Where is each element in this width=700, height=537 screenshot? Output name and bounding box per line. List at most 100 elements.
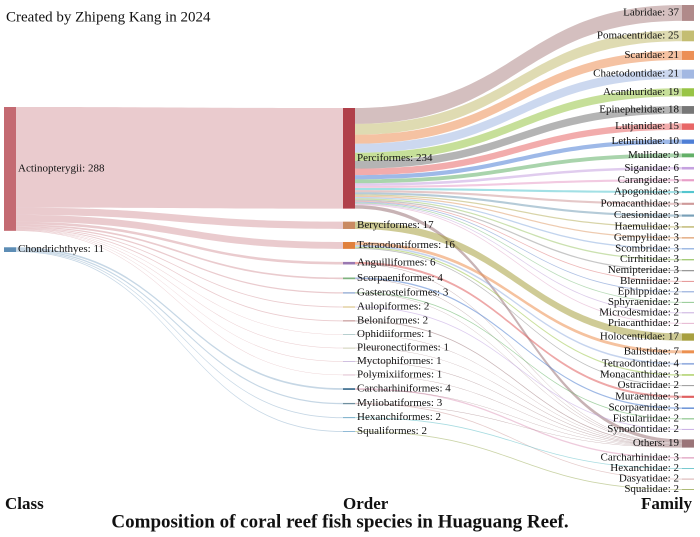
link [355,197,682,250]
link [355,431,682,490]
link [355,221,682,341]
node-label: Lethrinidae: 10 [611,135,679,147]
node-label: Ophidiiformes: 1 [357,328,432,340]
node-label: Nemipteridae: 3 [608,264,680,276]
node [343,277,355,280]
node-label: Dasyatidae: 2 [619,473,679,485]
node-label: Pleuronectiformes: 1 [357,342,449,354]
node [343,388,355,390]
node-label: Acanthuridae: 19 [603,86,680,98]
link [355,195,682,239]
node [682,291,694,293]
node-label: Monacanthidae: 3 [600,368,680,380]
node [343,361,355,362]
node-label: Anguilliformes: 6 [357,257,436,269]
node-label: Blenniidae: 2 [620,275,679,287]
link [16,228,343,322]
node-label: Sphyraenidae: 2 [608,296,679,308]
link [355,106,682,169]
link [355,241,682,354]
node-label: Actinopterygii: 288 [18,162,105,174]
node-label: Carcharhiniformes: 4 [357,383,451,395]
node [343,334,355,335]
node-label: Hexanchidae: 2 [610,462,679,474]
link [355,187,682,194]
node [4,247,16,252]
column-header: Family [641,494,692,513]
node [682,269,694,272]
link [16,207,343,229]
node [682,88,694,97]
node [682,418,694,420]
node [682,374,694,376]
node-label: Pomacentridae: 25 [597,29,680,41]
link [355,194,682,228]
node-label: Beryciformes: 17 [357,219,434,231]
node-label: Scorpaeniformes: 4 [357,272,443,284]
node-label: Perciformes: 234 [357,152,433,164]
link [355,244,682,365]
node [343,261,355,265]
link [355,69,682,153]
node [682,333,694,341]
node-label: Labridae: 37 [623,6,679,18]
node-label: Apogonidae: 5 [614,186,680,198]
node-label: Carcharhinidae: 3 [601,451,680,463]
node [682,123,694,130]
link [16,229,343,335]
node [343,374,355,376]
annotation: Created by Zhipeng Kang in 2024 [6,9,211,25]
node [682,30,694,42]
link [355,166,682,186]
link [355,246,682,376]
link [355,203,682,314]
node [682,395,694,398]
link [355,50,682,144]
link [355,179,682,188]
node [682,139,694,144]
node [682,350,694,354]
node-label: Beloniformes: 2 [357,314,428,326]
node-label: Squalidae: 2 [624,483,679,495]
node-label: Gempylidae: 3 [614,231,680,243]
node-label: Holocentridae: 17 [600,331,680,343]
column-header: Class [5,494,44,513]
node [682,439,694,448]
node-label: Cirrhitidae: 3 [620,253,679,265]
node-label: Balistidae: 7 [624,345,680,357]
node [682,106,694,114]
node [343,347,355,349]
link [16,224,343,280]
node-label: Myliobatiformes: 3 [357,397,443,409]
link [355,402,682,480]
node-label: Siganidae: 6 [624,162,679,174]
node [682,312,694,314]
node-label: Aulopiformes: 2 [357,301,429,313]
node [682,362,694,365]
link [355,88,682,161]
node [343,402,355,405]
link [355,192,682,217]
link [355,403,682,448]
link [16,226,343,294]
node [682,385,694,387]
node-label: Tetraodontiformes: 16 [357,239,455,251]
link [355,261,682,398]
link [16,229,343,362]
node [682,457,694,459]
node-label: Pomacanthidae: 5 [600,197,679,209]
node-label: Caesionidae: 5 [614,209,680,221]
link [355,277,682,409]
node [682,5,694,21]
node [682,214,694,217]
link [355,361,682,447]
node [343,431,355,432]
link [355,306,682,430]
link [355,292,682,420]
link [355,334,682,446]
node [682,237,694,239]
link [355,278,682,444]
node-label: Scaridae: 21 [624,49,679,61]
node-label: Myctophiformes: 1 [357,355,442,367]
